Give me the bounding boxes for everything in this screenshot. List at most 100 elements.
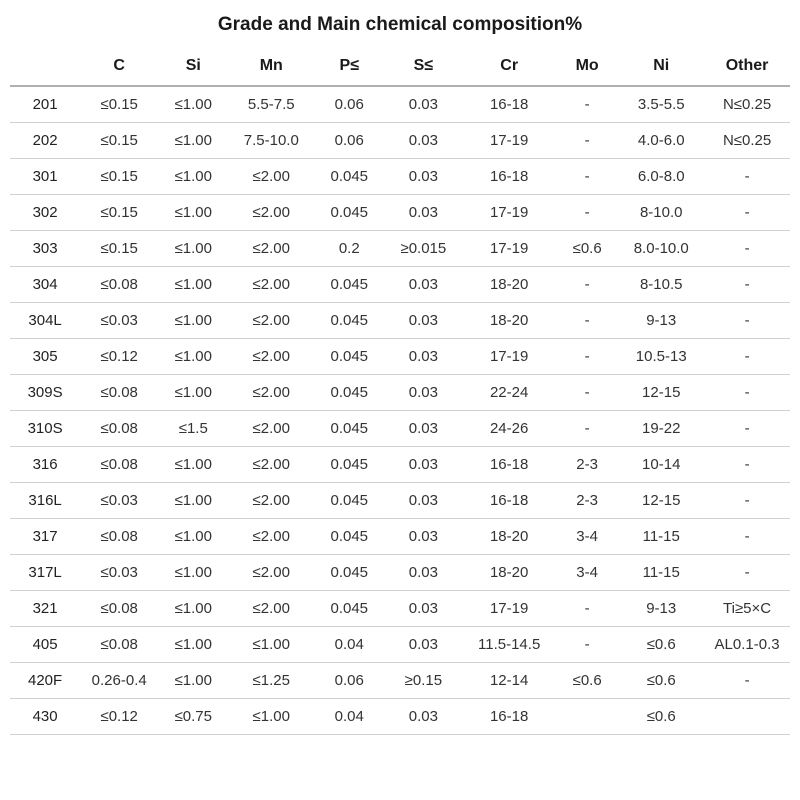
value-cell: 17-19	[462, 195, 556, 231]
value-cell: -	[556, 627, 618, 663]
value-cell: 0.26-0.4	[80, 663, 158, 699]
value-cell: ≤0.12	[80, 339, 158, 375]
value-cell: ≤2.00	[228, 303, 314, 339]
value-cell: 0.06	[314, 663, 384, 699]
value-cell: -	[556, 411, 618, 447]
value-cell: ≤1.00	[158, 231, 228, 267]
value-cell: 0.045	[314, 411, 384, 447]
grade-cell: 305	[10, 339, 80, 375]
table-row: 305≤0.12≤1.00≤2.000.0450.0317-19-10.5-13…	[10, 339, 790, 375]
value-cell: ≤2.00	[228, 267, 314, 303]
value-cell: 9-13	[618, 303, 704, 339]
grade-cell: 301	[10, 159, 80, 195]
value-cell: 18-20	[462, 267, 556, 303]
value-cell: 0.03	[384, 519, 462, 555]
value-cell: ≤1.00	[158, 519, 228, 555]
table-row: 405≤0.08≤1.00≤1.000.040.0311.5-14.5-≤0.6…	[10, 627, 790, 663]
value-cell: 0.04	[314, 627, 384, 663]
col-header-4: P≤	[314, 48, 384, 86]
value-cell: 17-19	[462, 339, 556, 375]
value-cell: 0.03	[384, 339, 462, 375]
value-cell: 10-14	[618, 447, 704, 483]
composition-table: CSiMnP≤S≤CrMoNiOther 201≤0.15≤1.005.5-7.…	[10, 48, 790, 735]
value-cell: AL0.1-0.3	[704, 627, 790, 663]
col-header-5: S≤	[384, 48, 462, 86]
value-cell: 3.5-5.5	[618, 86, 704, 123]
col-header-3: Mn	[228, 48, 314, 86]
grade-cell: 304L	[10, 303, 80, 339]
table-row: 304≤0.08≤1.00≤2.000.0450.0318-20-8-10.5-	[10, 267, 790, 303]
value-cell: -	[556, 303, 618, 339]
value-cell: ≤0.08	[80, 627, 158, 663]
value-cell: 3-4	[556, 555, 618, 591]
col-header-0	[10, 48, 80, 86]
value-cell: -	[704, 447, 790, 483]
value-cell: 0.03	[384, 303, 462, 339]
value-cell: ≤0.08	[80, 411, 158, 447]
value-cell: ≤0.75	[158, 699, 228, 735]
value-cell: 11-15	[618, 519, 704, 555]
table-row: 316≤0.08≤1.00≤2.000.0450.0316-182-310-14…	[10, 447, 790, 483]
table-row: 302≤0.15≤1.00≤2.000.0450.0317-19-8-10.0-	[10, 195, 790, 231]
value-cell: ≤2.00	[228, 195, 314, 231]
grade-cell: 316L	[10, 483, 80, 519]
grade-cell: 316	[10, 447, 80, 483]
value-cell: -	[704, 375, 790, 411]
value-cell: 0.03	[384, 411, 462, 447]
table-row: 321≤0.08≤1.00≤2.000.0450.0317-19-9-13Ti≥…	[10, 591, 790, 627]
value-cell: -	[704, 339, 790, 375]
value-cell: ≤1.00	[228, 627, 314, 663]
value-cell: 0.03	[384, 159, 462, 195]
table-title: Grade and Main chemical composition%	[10, 8, 790, 48]
table-row: 304L≤0.03≤1.00≤2.000.0450.0318-20-9-13-	[10, 303, 790, 339]
value-cell: 0.045	[314, 555, 384, 591]
value-cell: -	[556, 591, 618, 627]
value-cell	[556, 699, 618, 735]
value-cell: ≤2.00	[228, 519, 314, 555]
value-cell: 0.04	[314, 699, 384, 735]
value-cell: 0.045	[314, 267, 384, 303]
col-header-8: Ni	[618, 48, 704, 86]
grade-cell: 420F	[10, 663, 80, 699]
value-cell: 0.03	[384, 591, 462, 627]
header-row: CSiMnP≤S≤CrMoNiOther	[10, 48, 790, 86]
value-cell: 8-10.0	[618, 195, 704, 231]
value-cell: 6.0-8.0	[618, 159, 704, 195]
value-cell: ≤2.00	[228, 483, 314, 519]
value-cell: Ti≥5×C	[704, 591, 790, 627]
value-cell: -	[704, 519, 790, 555]
value-cell: ≤1.5	[158, 411, 228, 447]
value-cell: ≤2.00	[228, 555, 314, 591]
value-cell: ≤1.00	[158, 591, 228, 627]
value-cell: ≤1.00	[158, 267, 228, 303]
value-cell: ≤1.00	[158, 663, 228, 699]
value-cell: ≤0.08	[80, 519, 158, 555]
value-cell: -	[556, 339, 618, 375]
value-cell: ≤0.03	[80, 303, 158, 339]
col-header-1: C	[80, 48, 158, 86]
value-cell: ≤1.00	[158, 123, 228, 159]
value-cell: 5.5-7.5	[228, 86, 314, 123]
value-cell: ≤1.00	[158, 86, 228, 123]
value-cell: ≤0.6	[618, 627, 704, 663]
value-cell: 4.0-6.0	[618, 123, 704, 159]
value-cell: ≤0.03	[80, 555, 158, 591]
col-header-7: Mo	[556, 48, 618, 86]
grade-cell: 430	[10, 699, 80, 735]
value-cell: 0.06	[314, 86, 384, 123]
value-cell: ≤1.00	[158, 339, 228, 375]
value-cell: 24-26	[462, 411, 556, 447]
value-cell: 10.5-13	[618, 339, 704, 375]
value-cell: ≤1.00	[158, 195, 228, 231]
value-cell: N≤0.25	[704, 86, 790, 123]
value-cell: ≤2.00	[228, 339, 314, 375]
value-cell: 0.045	[314, 519, 384, 555]
value-cell: -	[556, 195, 618, 231]
value-cell: -	[704, 195, 790, 231]
value-cell: 16-18	[462, 159, 556, 195]
table-row: 317≤0.08≤1.00≤2.000.0450.0318-203-411-15…	[10, 519, 790, 555]
value-cell: 16-18	[462, 86, 556, 123]
value-cell: 18-20	[462, 303, 556, 339]
value-cell: 0.03	[384, 699, 462, 735]
value-cell: -	[704, 231, 790, 267]
